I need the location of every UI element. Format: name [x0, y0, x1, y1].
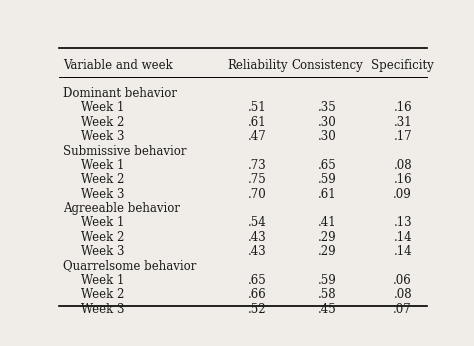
Text: Week 3: Week 3 — [82, 130, 125, 143]
Text: Week 1: Week 1 — [82, 159, 125, 172]
Text: .14: .14 — [393, 231, 412, 244]
Text: Week 2: Week 2 — [82, 231, 125, 244]
Text: .61: .61 — [318, 188, 337, 201]
Text: .13: .13 — [393, 217, 412, 229]
Text: Specificity: Specificity — [371, 59, 434, 72]
Text: .70: .70 — [248, 188, 267, 201]
Text: .31: .31 — [393, 116, 412, 129]
Text: .65: .65 — [248, 274, 267, 287]
Text: .29: .29 — [318, 231, 337, 244]
Text: .59: .59 — [318, 274, 337, 287]
Text: Dominant behavior: Dominant behavior — [63, 87, 177, 100]
Text: .30: .30 — [318, 130, 337, 143]
Text: Week 2: Week 2 — [82, 116, 125, 129]
Text: .29: .29 — [318, 245, 337, 258]
Text: .08: .08 — [393, 159, 412, 172]
Text: Variable and week: Variable and week — [63, 59, 173, 72]
Text: .06: .06 — [393, 274, 412, 287]
Text: .17: .17 — [393, 130, 412, 143]
Text: Week 3: Week 3 — [82, 188, 125, 201]
Text: .65: .65 — [318, 159, 337, 172]
Text: .51: .51 — [248, 101, 267, 115]
Text: .52: .52 — [248, 303, 267, 316]
Text: .75: .75 — [248, 173, 267, 186]
Text: Consistency: Consistency — [292, 59, 363, 72]
Text: .73: .73 — [248, 159, 267, 172]
Text: .59: .59 — [318, 173, 337, 186]
Text: .16: .16 — [393, 101, 412, 115]
Text: .08: .08 — [393, 288, 412, 301]
Text: Week 1: Week 1 — [82, 217, 125, 229]
Text: .47: .47 — [248, 130, 267, 143]
Text: .41: .41 — [318, 217, 337, 229]
Text: Week 2: Week 2 — [82, 288, 125, 301]
Text: .43: .43 — [248, 245, 267, 258]
Text: Reliability: Reliability — [228, 59, 288, 72]
Text: Week 3: Week 3 — [82, 245, 125, 258]
Text: .58: .58 — [318, 288, 337, 301]
Text: .45: .45 — [318, 303, 337, 316]
Text: Week 1: Week 1 — [82, 274, 125, 287]
Text: Week 1: Week 1 — [82, 101, 125, 115]
Text: Quarrelsome behavior: Quarrelsome behavior — [63, 260, 196, 273]
Text: Submissive behavior: Submissive behavior — [63, 145, 186, 157]
Text: .30: .30 — [318, 116, 337, 129]
Text: .54: .54 — [248, 217, 267, 229]
Text: .14: .14 — [393, 245, 412, 258]
Text: .61: .61 — [248, 116, 267, 129]
Text: .09: .09 — [393, 188, 412, 201]
Text: .35: .35 — [318, 101, 337, 115]
Text: Agreeable behavior: Agreeable behavior — [63, 202, 180, 215]
Text: .66: .66 — [248, 288, 267, 301]
Text: .16: .16 — [393, 173, 412, 186]
Text: .43: .43 — [248, 231, 267, 244]
Text: Week 2: Week 2 — [82, 173, 125, 186]
Text: .07: .07 — [393, 303, 412, 316]
Text: Week 3: Week 3 — [82, 303, 125, 316]
